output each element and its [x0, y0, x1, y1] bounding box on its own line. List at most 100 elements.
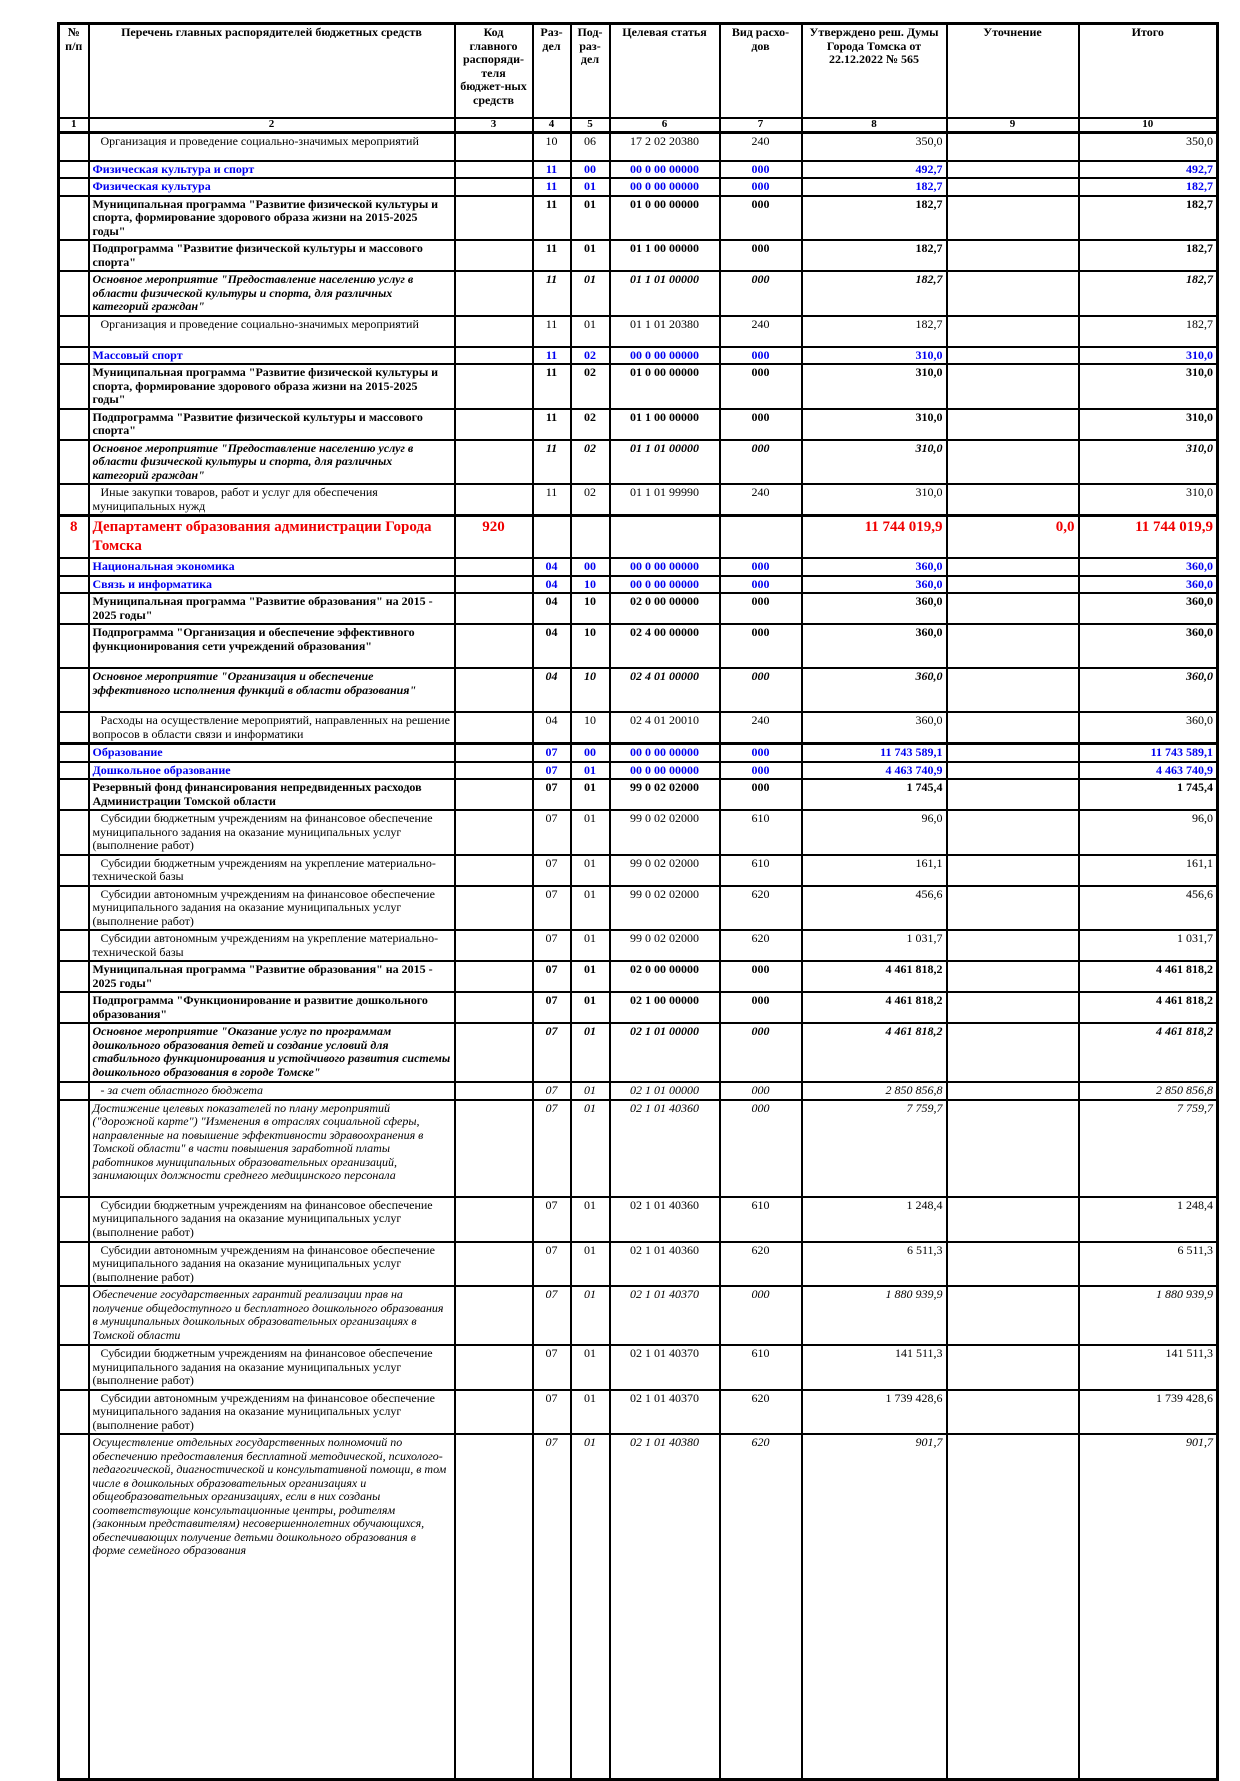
grbs-code-cell [453, 1285, 534, 1346]
expense-name-cell: Подпрограмма "Развитие физической культу… [87, 407, 456, 441]
row-number-cell [57, 853, 90, 887]
column-number: 8 [800, 116, 948, 134]
total-amount-cell: 360,0 [1077, 592, 1219, 625]
expense-name-cell: Основное мероприятие "Предоставление нас… [87, 270, 456, 317]
grbs-code-cell [453, 853, 534, 887]
podrazdel-cell: 01 [569, 194, 611, 241]
expense-name-cell: Образование [87, 742, 456, 763]
razdel-cell: 07 [531, 778, 572, 811]
total-amount-cell: 182,7 [1077, 314, 1219, 348]
grbs-code-cell [453, 1195, 534, 1243]
podrazdel-cell: 01 [569, 760, 611, 780]
refinement-amount-cell [945, 778, 1080, 811]
expense-name-cell: Национальная экономика [87, 557, 456, 577]
expense-name-cell: Осуществление отдельных государственных … [87, 1433, 456, 1780]
podrazdel-cell: 10 [569, 574, 611, 594]
target-article-cell: 01 1 00 00000 [608, 239, 721, 272]
podrazdel-cell: 10 [569, 623, 611, 669]
razdel-cell: 11 [531, 270, 572, 317]
target-article-cell: 17 2 02 20380 [608, 131, 721, 162]
razdel-cell: 11 [531, 314, 572, 348]
razdel-cell: 07 [531, 1195, 572, 1243]
target-article-cell: 01 1 01 00000 [608, 438, 721, 485]
grbs-code-cell [453, 314, 534, 348]
target-article-cell: 02 4 01 00000 [608, 667, 721, 713]
podrazdel-cell: 10 [569, 667, 611, 713]
refinement-amount-cell [945, 1081, 1080, 1101]
target-article-cell: 00 0 00 00000 [608, 557, 721, 577]
column-number: 9 [945, 116, 1080, 134]
total-amount-cell: 1 248,4 [1077, 1195, 1219, 1243]
grbs-code-cell [453, 177, 534, 197]
refinement-amount-cell [945, 345, 1080, 365]
approved-amount-cell: 182,7 [800, 194, 948, 241]
podrazdel-cell: 01 [569, 809, 611, 856]
podrazdel-cell: 01 [569, 314, 611, 348]
approved-amount-cell: 4 461 818,2 [800, 991, 948, 1024]
refinement-amount-cell [945, 314, 1080, 348]
table-row: Подпрограмма "Развитие физической культу… [57, 407, 1219, 441]
refinement-amount-cell [945, 960, 1080, 993]
table-row: Организация и проведение социально-значи… [57, 314, 1219, 348]
approved-amount-cell: 6 511,3 [800, 1240, 948, 1287]
grbs-code-cell [453, 194, 534, 241]
row-number-cell [57, 1081, 90, 1101]
expense-name-cell: Массовый спорт [87, 345, 456, 365]
target-article-cell: 01 0 00 00000 [608, 363, 721, 410]
table-row: Субсидии автономным учреждениям на укреп… [57, 929, 1219, 962]
expense-type-cell: 000 [718, 574, 803, 594]
grbs-code-cell [453, 239, 534, 272]
grbs-code-cell [453, 557, 534, 577]
header-grbs-list: Перечень главных распорядителей бюджетны… [87, 22, 456, 119]
razdel-cell: 07 [531, 809, 572, 856]
header-approved: Утверждено реш. Думы Города Томска от 22… [800, 22, 948, 119]
refinement-amount-cell [945, 363, 1080, 410]
razdel-cell: 04 [531, 592, 572, 625]
table-row: Подпрограмма "Развитие физической культу… [57, 239, 1219, 272]
razdel-cell: 07 [531, 1388, 572, 1435]
approved-amount-cell: 310,0 [800, 483, 948, 517]
table-body: Организация и проведение социально-значи… [57, 131, 1219, 1780]
total-amount-cell: 4 461 818,2 [1077, 960, 1219, 993]
table-row: Подпрограмма "Организация и обеспечение … [57, 623, 1219, 669]
table-row: Связь и информатика 04 10 00 0 00 00000 … [57, 574, 1219, 594]
approved-amount-cell: 492,7 [800, 159, 948, 179]
expense-name-cell: Расходы на осуществление мероприятий, на… [87, 711, 456, 745]
expense-name-cell: Департамент образования администрации Го… [87, 514, 456, 559]
grbs-code-cell [453, 131, 534, 162]
grbs-code-cell [453, 270, 534, 317]
expense-name-cell: Резервный фонд финансирования непредвиде… [87, 778, 456, 811]
razdel-cell: 04 [531, 711, 572, 745]
podrazdel-cell: 01 [569, 239, 611, 272]
expense-name-cell: Основное мероприятие "Оказание услуг по … [87, 1022, 456, 1083]
expense-type-cell: 620 [718, 929, 803, 962]
target-article-cell: 02 1 01 40360 [608, 1098, 721, 1198]
razdel-cell: 07 [531, 1240, 572, 1287]
expense-name-cell: Дошкольное образование [87, 760, 456, 780]
grbs-code-cell [453, 1081, 534, 1101]
grbs-code-cell [453, 592, 534, 625]
expense-type-cell: 000 [718, 363, 803, 410]
column-number: 3 [453, 116, 534, 134]
refinement-amount-cell: 0,0 [945, 514, 1080, 559]
total-amount-cell: 360,0 [1077, 711, 1219, 745]
refinement-amount-cell [945, 667, 1080, 713]
row-number-cell [57, 363, 90, 410]
expense-name-cell: Связь и информатика [87, 574, 456, 594]
podrazdel-cell [569, 514, 611, 559]
total-amount-cell: 1 739 428,6 [1077, 1388, 1219, 1435]
razdel-cell: 07 [531, 1081, 572, 1101]
approved-amount-cell: 182,7 [800, 177, 948, 197]
expense-type-cell: 000 [718, 667, 803, 713]
approved-amount-cell: 360,0 [800, 623, 948, 669]
approved-amount-cell: 7 759,7 [800, 1098, 948, 1198]
razdel-cell: 04 [531, 574, 572, 594]
podrazdel-cell: 01 [569, 177, 611, 197]
expense-name-cell: Субсидии бюджетным учреждениям на финанс… [87, 1344, 456, 1391]
expense-name-cell: Подпрограмма "Развитие физической культу… [87, 239, 456, 272]
table-row: Субсидии бюджетным учреждениям на укрепл… [57, 853, 1219, 887]
target-article-cell [608, 514, 721, 559]
target-article-cell: 02 4 01 20010 [608, 711, 721, 745]
razdel-cell: 07 [531, 960, 572, 993]
table-row: Иные закупки товаров, работ и услуг для … [57, 483, 1219, 517]
